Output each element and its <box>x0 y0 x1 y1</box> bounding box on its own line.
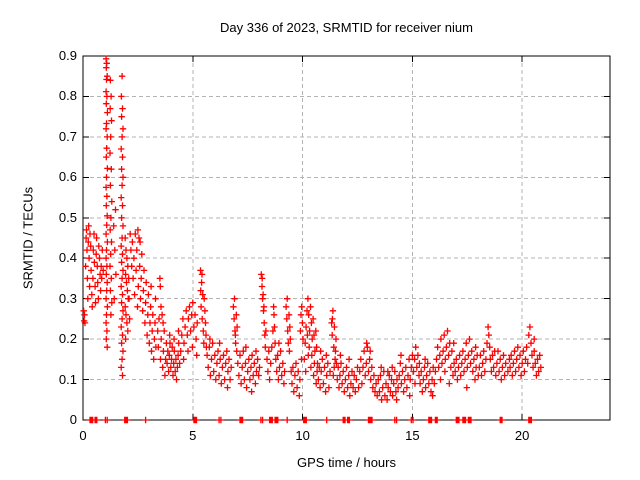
y-tick-label: 0.6 <box>58 169 77 185</box>
chart-title: Day 336 of 2023, SRMTID for receiver niu… <box>220 20 473 35</box>
x-tick-label: 15 <box>405 428 420 443</box>
y-axis-label: SRMTID / TECUs <box>20 186 36 290</box>
x-tick-label: 10 <box>295 428 310 443</box>
x-axis-label: GPS time / hours <box>297 455 396 470</box>
y-tick-label: 0.9 <box>58 48 77 63</box>
y-tick-label: 0.3 <box>58 290 77 306</box>
x-tick-label: 5 <box>189 428 197 443</box>
y-tick-label: 0.1 <box>58 371 77 387</box>
x-tick-label: 20 <box>514 428 530 443</box>
y-tick-label: 0.8 <box>58 88 77 104</box>
y-tick-label: 0.4 <box>58 250 77 266</box>
y-tick-label: 0.7 <box>58 128 77 144</box>
scatter-points <box>80 55 544 424</box>
y-tick-label: 0.5 <box>58 209 77 225</box>
y-tick-label: 0 <box>69 412 77 427</box>
x-tick-label: 0 <box>79 428 87 443</box>
y-tick-label: 0.2 <box>58 331 77 347</box>
